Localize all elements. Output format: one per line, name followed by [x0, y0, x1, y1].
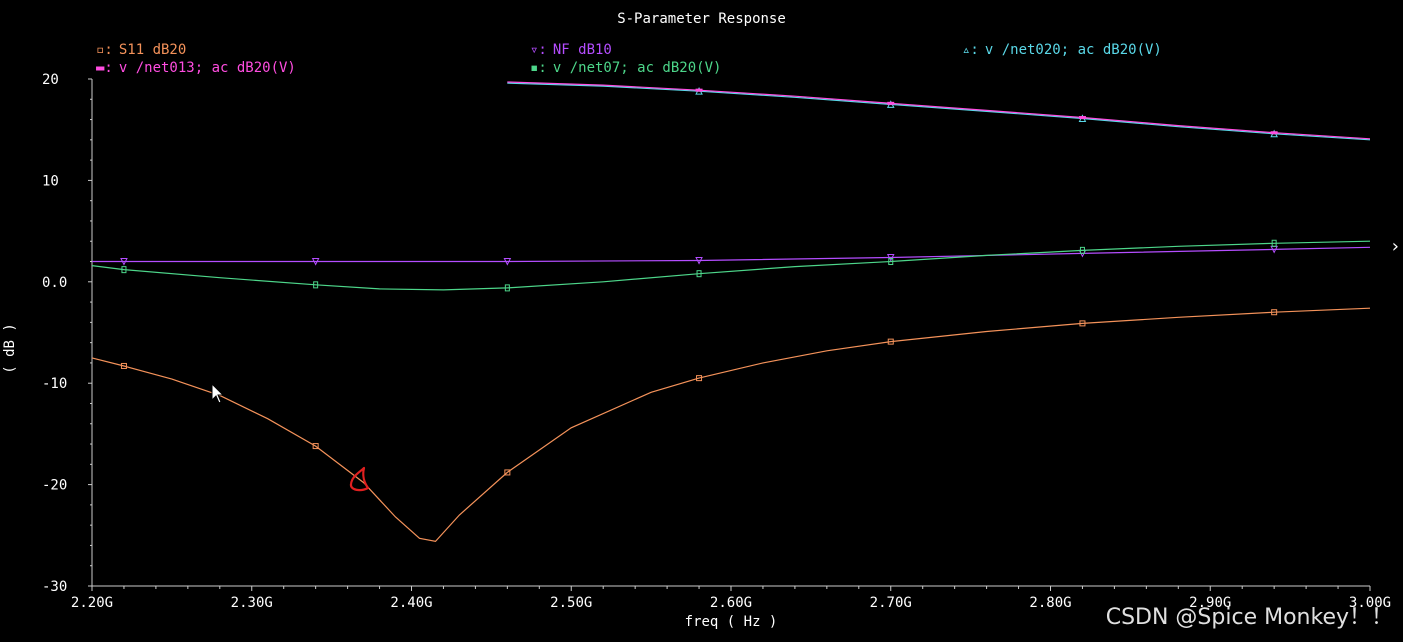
legend-label: S11 dB20	[118, 42, 187, 58]
legend-label: v /net020; ac dB20(V)	[984, 42, 1162, 58]
data-point-bar-square	[121, 266, 127, 274]
data-point-bar-square	[504, 284, 510, 292]
legend-bar-marker-icon: ▬:	[96, 60, 113, 76]
chart-title: S-Parameter Response	[617, 11, 786, 27]
y-tick-label: 20	[42, 72, 59, 88]
y-axis-label: ( dB )	[2, 323, 18, 374]
x-tick-label: 2.80G	[1029, 595, 1071, 611]
series-line-2	[507, 82, 1371, 141]
data-point-bar	[1078, 116, 1086, 120]
y-tick-label: -20	[42, 478, 67, 494]
red-annotation-mark-icon	[349, 466, 370, 492]
y-tick-label: -10	[42, 376, 67, 392]
data-point-bar-square	[888, 258, 894, 266]
x-tick-label: 2.90G	[1189, 595, 1231, 611]
data-point-bar-square	[313, 281, 319, 289]
data-point-square	[1271, 309, 1278, 316]
data-point-square	[312, 443, 319, 450]
legend-triangle-up-marker-icon: ▵:	[962, 42, 979, 58]
series-line-4	[91, 240, 1371, 291]
legend-item-net013[interactable]: ▬: v /net013; ac dB20(V)	[96, 60, 296, 76]
data-point-bar-square	[696, 270, 702, 278]
x-tick-label: 2.40G	[390, 595, 432, 611]
series-line-0	[91, 307, 1371, 543]
data-point-bar	[695, 88, 703, 92]
x-tick-label: 2.60G	[710, 595, 752, 611]
legend-item-nf[interactable]: ▿: NF dB10	[530, 42, 612, 58]
x-tick-label: 3.00G	[1349, 595, 1391, 611]
data-point-square	[887, 338, 894, 345]
data-point-square	[120, 362, 127, 369]
x-tick-label: 2.50G	[550, 595, 592, 611]
series-line-1	[92, 246, 1371, 263]
data-point-square	[504, 469, 511, 476]
data-point-triangle-down	[886, 253, 895, 262]
data-point-bar-square	[1079, 246, 1085, 254]
y-tick-label: 0.0	[42, 275, 67, 291]
y-tick-label: 10	[42, 173, 59, 189]
y-tick-label: -30	[42, 579, 67, 595]
legend-square-marker-icon: ▫:	[96, 42, 113, 58]
legend-item-net07[interactable]: ▪: v /net07; ac dB20(V)	[530, 60, 721, 76]
data-point-triangle-down	[311, 258, 320, 266]
x-tick-label: 2.20G	[71, 595, 113, 611]
legend-item-net020[interactable]: ▵: v /net020; ac dB20(V)	[962, 42, 1162, 58]
chevron-right-icon[interactable]: ›	[1391, 236, 1399, 257]
data-point-triangle-down	[503, 258, 512, 266]
legend-label: NF dB10	[552, 42, 612, 58]
x-tick-label: 2.70G	[870, 595, 912, 611]
legend-label: v /net07; ac dB20(V)	[552, 60, 722, 76]
x-axis-label: freq ( Hz )	[685, 614, 778, 630]
data-point-bar	[1270, 131, 1278, 135]
data-point-triangle-down	[695, 257, 703, 265]
data-point-triangle-down	[120, 258, 128, 266]
data-point-bar-square	[1271, 239, 1277, 247]
legend-triangle-down-marker-icon: ▿:	[530, 42, 547, 58]
data-point-square	[1079, 320, 1086, 327]
data-point-square	[696, 375, 703, 382]
legend-bar-square-marker-icon: ▪:	[530, 60, 547, 76]
data-point-bar	[887, 101, 895, 105]
legend-item-s11[interactable]: ▫: S11 dB20	[96, 42, 186, 58]
watermark: CSDN @Spice Monkey！！	[1105, 605, 1393, 630]
x-tick-label: 2.30G	[231, 595, 273, 611]
series-line-3	[507, 81, 1371, 140]
legend-label: v /net013; ac dB20(V)	[118, 60, 296, 76]
mouse-cursor-icon	[211, 382, 225, 404]
